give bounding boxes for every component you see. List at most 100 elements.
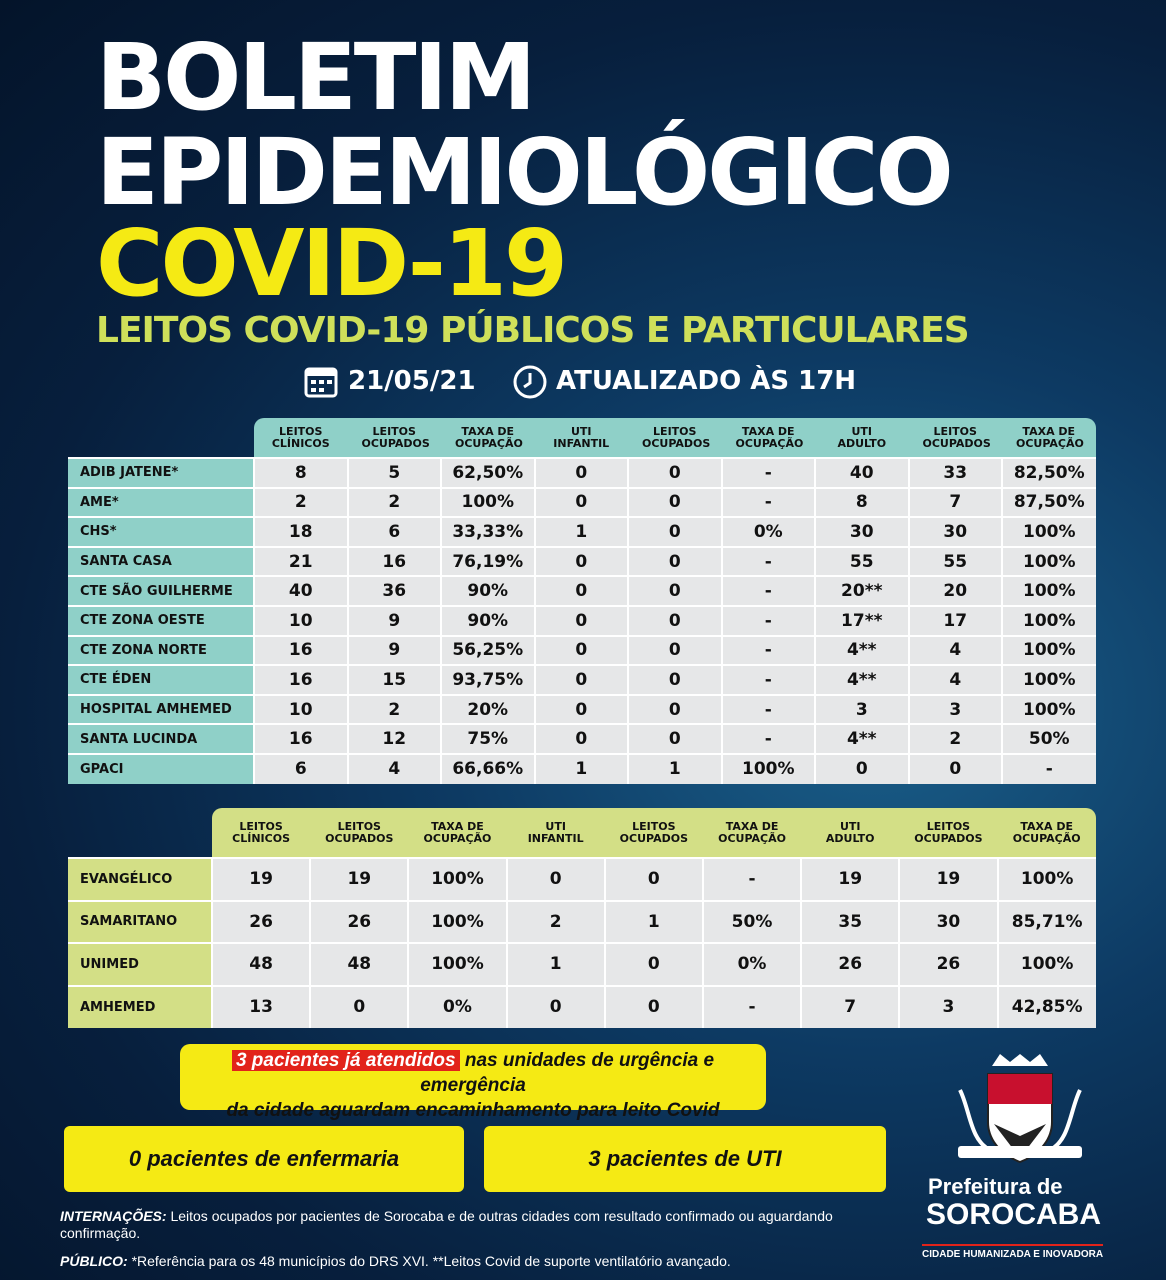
cell: 35 (800, 899, 900, 943)
cell: 0% (720, 516, 815, 547)
cell: 0 (627, 604, 722, 636)
column-header: LEITOS OCUPADOS (347, 418, 441, 458)
row-name: GPACI (68, 752, 254, 784)
cell: 1 (627, 752, 722, 784)
cell: 100% (407, 942, 507, 986)
data-row: CTE SÃO GUILHERME 40 36 90% 0 0-20** 20 100% (68, 575, 1096, 606)
subtitle: LEITOS COVID-19 PÚBLICOS E PARTICULARES (96, 310, 970, 351)
cell: 26 (898, 942, 998, 986)
cell: 100% (1001, 516, 1096, 547)
cell: 48 (210, 942, 311, 986)
column-header: TAXA DE OCUPAÇÃO (408, 808, 507, 858)
cell: 0 (533, 693, 628, 725)
cell: 19 (309, 857, 409, 901)
cell: 0 (627, 693, 722, 725)
cell: 2 (907, 723, 1002, 754)
row-name: CTE SÃO GUILHERME (68, 575, 254, 606)
cell: 3 (898, 984, 998, 1028)
cell: 4** (814, 664, 909, 695)
cell: - (701, 984, 802, 1028)
cell: 100% (407, 899, 507, 943)
cell: 0 (533, 604, 628, 636)
data-row: CTE ZONA NORTE 16 9 56,25% 0 0-4** 4 100% (68, 634, 1096, 666)
row-name: HOSPITAL AMHEMED (68, 693, 254, 725)
cell: 10 (253, 604, 348, 636)
cell: 0 (533, 486, 628, 518)
column-header: TAXA DE OCUPAÇÃO (997, 808, 1096, 858)
cell: - (720, 723, 815, 754)
row-name: AME* (68, 486, 254, 518)
logo-name: SOROCABA (926, 1198, 1102, 1231)
cell: 0 (627, 664, 722, 695)
cell: 0 (533, 457, 628, 488)
cell: 0 (533, 575, 628, 606)
cell: - (720, 545, 815, 577)
column-header: LEITOS OCUPADOS (604, 808, 703, 858)
cell: 0 (603, 984, 703, 1028)
cell: 75% (440, 723, 535, 754)
text: nas unidades de urgência e emergência (420, 1050, 715, 1096)
cell: 100% (996, 942, 1096, 986)
cell: 2 (253, 486, 348, 518)
cell: 0 (505, 857, 605, 901)
cell: 0 (533, 664, 628, 695)
cell: 50% (1001, 723, 1096, 754)
cell: 33 (907, 457, 1002, 488)
cell: 100% (1001, 693, 1096, 725)
row-name: CTE ZONA OESTE (68, 604, 254, 636)
cell: 21 (253, 545, 348, 577)
note-label: PÚBLICO: (60, 1253, 128, 1269)
cell: 8 (253, 457, 348, 488)
cell: 48 (309, 942, 409, 986)
cell: 0 (505, 984, 605, 1028)
data-row: EVANGÉLICO 19 19 100% 0 0-19 19 100% (68, 857, 1096, 901)
cell: 19 (210, 857, 311, 901)
data-table: LEITOS CLÍNICOS LEITOS OCUPADOS TAXA DE OC… (68, 808, 1096, 1028)
cell: 0 (627, 575, 722, 606)
title-line: BOLETIM (96, 24, 536, 131)
cell: 16 (346, 545, 441, 577)
coat-of-arms (958, 1054, 1082, 1164)
row-name: UNIMED (68, 942, 212, 986)
row-name: CHS* (68, 516, 254, 547)
cell: - (1001, 752, 1096, 784)
cell: 100% (1001, 664, 1096, 695)
cell: 100% (1001, 575, 1096, 606)
note: PÚBLICO: *Referência para os 48 municípi… (60, 1253, 910, 1270)
date: 21/05/21 (348, 366, 476, 396)
cell: 42,85% (996, 984, 1096, 1028)
cell: 66,66% (440, 752, 535, 784)
cell: 0 (603, 942, 703, 986)
cell: 90% (440, 604, 535, 636)
cell: 40 (253, 575, 348, 606)
calendar-icon (304, 367, 338, 398)
cell: 0 (309, 984, 409, 1028)
cell: 33,33% (440, 516, 535, 547)
cell: 0 (627, 545, 722, 577)
cell: 9 (346, 634, 441, 666)
row-name: SAMARITANO (68, 899, 212, 943)
ward-box: 0 pacientes de enfermaria (64, 1126, 464, 1192)
column-header: UTI INFANTIL (534, 418, 628, 458)
waiting-box: 3 pacientes já atendidos nas unidades de… (180, 1044, 766, 1121)
cell: 4 (346, 752, 441, 784)
cell: 2 (346, 486, 441, 518)
text: da cidade aguardam encaminhamento para l… (226, 1100, 720, 1121)
cell: 4** (814, 634, 909, 666)
cell: 19 (898, 857, 998, 901)
cell: 20** (814, 575, 909, 606)
update-time: ATUALIZADO ÀS 17H (556, 366, 857, 396)
cell: 82,50% (1001, 457, 1096, 488)
cell: 56,25% (440, 634, 535, 666)
cell: - (720, 664, 815, 695)
clock-icon (513, 365, 547, 399)
cell: 8 (814, 486, 909, 518)
cell: 2 (505, 899, 605, 943)
cell: 85,71% (996, 899, 1096, 943)
cell: 3 (814, 693, 909, 725)
cell: 4** (814, 723, 909, 754)
data-row: UNIMED 48 48 100% 1 0 0% 26 26 100% (68, 942, 1096, 986)
cell: 0 (603, 857, 703, 901)
cell: 26 (210, 899, 311, 943)
